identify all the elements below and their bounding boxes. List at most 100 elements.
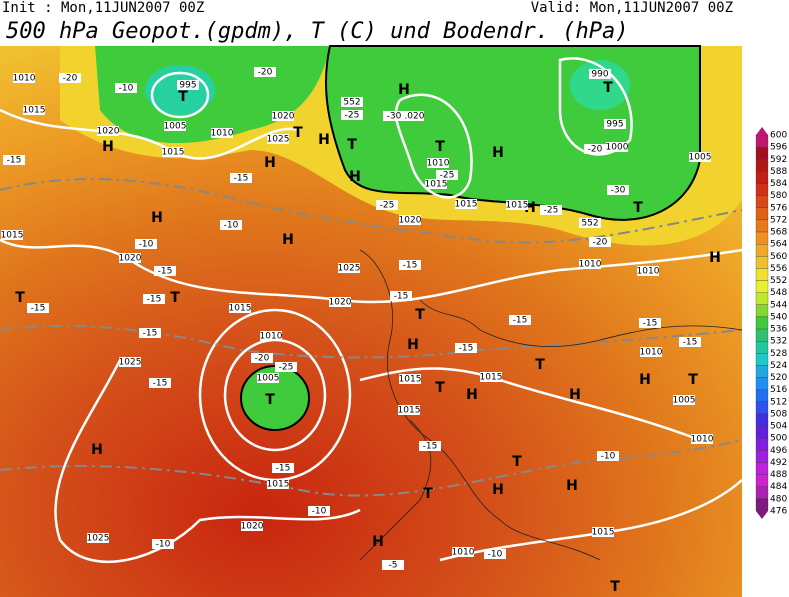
colorbar-swatch <box>755 377 769 390</box>
label-box <box>607 185 629 195</box>
colorbar-swatch <box>755 171 769 184</box>
colorbar-swatch <box>755 183 769 196</box>
label-box <box>230 173 252 183</box>
pressure-center: T <box>293 125 303 141</box>
pressure-center: H <box>151 210 163 226</box>
colorbar-swatch <box>755 328 769 342</box>
colorbar-swatch <box>755 219 769 233</box>
pressure-center: T <box>423 486 433 502</box>
isobar-label: 1015 <box>399 375 422 385</box>
isobar-label: 1010 <box>13 74 36 84</box>
pressure-center: H <box>398 82 410 98</box>
label-box <box>455 343 477 353</box>
colorbar-swatch <box>755 231 769 245</box>
isobar-label: 1015 <box>267 480 290 490</box>
label-box <box>452 547 474 557</box>
temperature-label: -25 <box>380 201 395 211</box>
temperature-label: -10 <box>488 550 503 560</box>
valid-time: Valid: Mon,11JUN2007 00Z <box>531 0 733 16</box>
colorbar-swatch <box>755 425 769 439</box>
temperature-label: -30 <box>387 112 402 122</box>
temperature-label: -5 <box>389 561 398 571</box>
colorbar-label: 576 <box>770 203 787 213</box>
pressure-center: H <box>709 250 721 266</box>
colorbar-swatch <box>755 450 769 463</box>
temperature-label: -15 <box>276 464 291 474</box>
label-box <box>597 451 619 461</box>
isobar-label: 1025 <box>267 135 290 145</box>
colorbar-label: 500 <box>770 434 787 444</box>
label-box <box>149 378 171 388</box>
colorbar-label: 524 <box>770 361 787 371</box>
label-box <box>154 266 176 276</box>
isobar-label: 1015 <box>455 200 478 210</box>
pressure-center: H <box>569 387 581 403</box>
colorbar-swatch <box>755 146 769 160</box>
pressure-center: H <box>102 139 114 155</box>
isobar-label: 1005 <box>257 374 280 384</box>
isobar-label: 1015 <box>398 406 421 416</box>
pressure-center: H <box>492 482 504 498</box>
colorbar-label: 596 <box>770 143 787 153</box>
label-box <box>241 521 263 531</box>
colorbar-swatch <box>755 462 769 475</box>
isotherms <box>0 178 743 497</box>
label-box <box>398 405 420 415</box>
temperature-label: -10 <box>139 240 154 250</box>
label-box <box>637 266 659 276</box>
isobar-label: 1005 <box>673 396 696 406</box>
colorbar-label: 480 <box>770 494 787 504</box>
pressure-center: T <box>347 137 357 153</box>
temperature-label: -10 <box>119 84 134 94</box>
temperature-label: -20 <box>255 354 270 364</box>
colorbar-swatch <box>755 244 769 257</box>
temperature-label: -30 <box>611 186 626 196</box>
cyan-region <box>570 60 630 110</box>
label-box <box>589 69 611 79</box>
colorbar-swatch <box>755 438 769 451</box>
isobar-label: 1010 <box>579 260 602 270</box>
label-box <box>341 97 363 107</box>
init-time: Init : Mon,11JUN2007 00Z <box>2 0 204 16</box>
colorbar-label: 580 <box>770 191 787 201</box>
pressure-center: H <box>91 442 103 458</box>
colorbar-swatch <box>755 341 769 354</box>
colorbar-swatch <box>755 207 769 221</box>
temperature-label: -15 <box>513 316 528 326</box>
temperature-label: -10 <box>156 540 171 550</box>
colorbar-swatch <box>755 498 769 512</box>
label-box <box>87 533 109 543</box>
label-box <box>399 260 421 270</box>
label-box <box>251 353 273 363</box>
colorbar-swatch <box>755 486 769 500</box>
isobar-label: 990 <box>591 70 608 80</box>
label-box <box>27 303 49 313</box>
isobar-label: 1010 <box>637 267 660 277</box>
pressure-center: H <box>264 155 276 171</box>
isobar-label: 1010 <box>427 159 450 169</box>
label-box <box>691 434 713 444</box>
temperature-label: -15 <box>683 338 698 348</box>
label-box <box>220 220 242 230</box>
temperature-label: -15 <box>153 379 168 389</box>
temperature-label: -10 <box>601 452 616 462</box>
label-box <box>308 506 330 516</box>
isobar-label: 1025 <box>119 358 142 368</box>
isobar-label: 1000 <box>606 143 629 153</box>
label-box <box>135 239 157 249</box>
pressure-center: T <box>435 380 445 396</box>
colorbar-label: 536 <box>770 325 787 335</box>
label-box <box>119 357 141 367</box>
label-box <box>390 291 412 301</box>
label-box <box>272 111 294 121</box>
label-box <box>592 527 614 537</box>
label-box <box>679 337 701 347</box>
isobar-label: 1015 <box>1 231 24 241</box>
colorbar-label: 516 <box>770 385 787 395</box>
isobar-label: 1020 <box>402 112 425 122</box>
label-box <box>579 259 601 269</box>
colorbar-swatch <box>755 389 769 402</box>
colorbar-swatch <box>755 256 769 269</box>
geopotential-label: 552 <box>343 98 360 108</box>
